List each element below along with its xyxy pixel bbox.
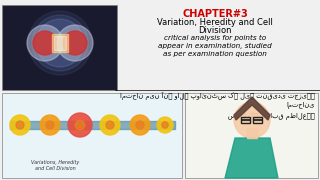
Circle shape: [234, 102, 270, 138]
Circle shape: [28, 11, 92, 75]
Text: CHAPTER#3: CHAPTER#3: [182, 9, 248, 19]
Text: Variation, Heredity and Cell: Variation, Heredity and Cell: [157, 18, 273, 27]
Circle shape: [68, 113, 92, 137]
Circle shape: [75, 120, 85, 130]
Text: Variations, Heredity
and Cell Division: Variations, Heredity and Cell Division: [31, 160, 79, 171]
Bar: [52, 34, 68, 52]
Circle shape: [157, 117, 173, 133]
Bar: [54, 36, 66, 50]
Circle shape: [32, 15, 88, 71]
Text: Division: Division: [198, 26, 232, 35]
Circle shape: [36, 19, 84, 67]
Text: as per examination question: as per examination question: [163, 51, 267, 57]
Circle shape: [27, 25, 63, 61]
Bar: [247, 128, 257, 138]
Circle shape: [40, 115, 60, 135]
Circle shape: [10, 115, 30, 135]
Circle shape: [57, 25, 93, 61]
FancyBboxPatch shape: [185, 93, 318, 178]
Text: appear in examination, studied: appear in examination, studied: [158, 43, 272, 49]
Text: critical analysis for points to: critical analysis for points to: [164, 35, 266, 41]
Circle shape: [33, 31, 57, 55]
Polygon shape: [225, 138, 278, 178]
Circle shape: [106, 121, 114, 129]
Circle shape: [46, 121, 54, 129]
Text: سوال کے مطابق مطالعہ۔: سوال کے مطابق مطالعہ۔: [228, 112, 315, 120]
Circle shape: [63, 31, 87, 55]
Circle shape: [100, 115, 120, 135]
FancyBboxPatch shape: [2, 93, 182, 178]
FancyBboxPatch shape: [2, 5, 117, 90]
Text: امتحانی: امتحانی: [287, 102, 315, 109]
Circle shape: [130, 115, 150, 135]
Circle shape: [136, 121, 144, 129]
Circle shape: [162, 122, 168, 128]
Bar: [10, 121, 175, 129]
Polygon shape: [234, 97, 270, 120]
Circle shape: [16, 121, 24, 129]
Text: امتحان میں آنے والے پوائنٹس کے لیے تنقیدی تجزیہ۔: امتحان میں آنے والے پوائنٹس کے لیے تنقید…: [120, 92, 315, 100]
